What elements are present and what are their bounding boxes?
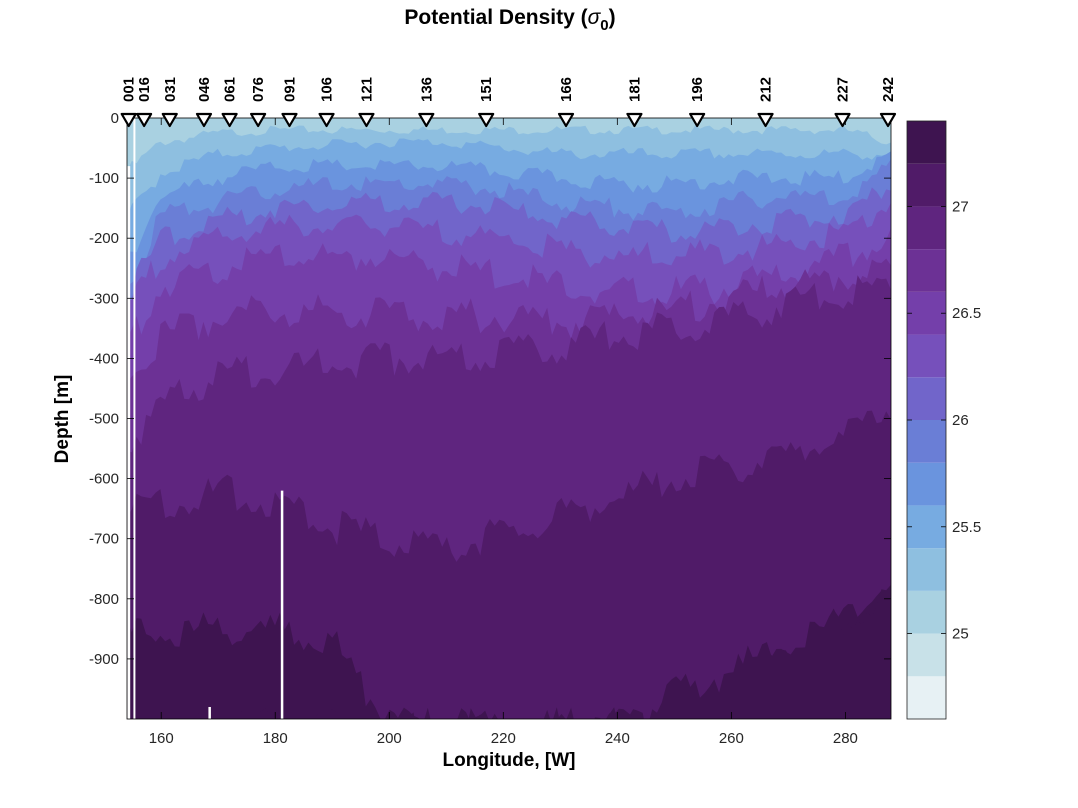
station-marker — [689, 112, 706, 128]
colorbar-segment — [907, 462, 946, 506]
station-marker — [250, 112, 267, 128]
y-tick-label: -200 — [89, 230, 119, 247]
station-label: 046 — [196, 77, 213, 102]
station-marker — [478, 112, 495, 128]
density-band-27-0 — [127, 410, 891, 719]
x-tick-label: 260 — [719, 730, 744, 747]
colorbar: 25 25.5 26 26.5 27 — [907, 121, 981, 719]
x-tick-label: 280 — [833, 730, 858, 747]
station-label: 181 — [626, 77, 643, 102]
density-contour-fill — [127, 118, 891, 719]
chart-title-suffix: ) — [609, 6, 616, 29]
colorbar-tick-label: 26.5 — [952, 305, 981, 322]
station-marker — [834, 112, 851, 128]
station-marker — [358, 112, 375, 128]
colorbar-tick-label: 25 — [952, 626, 969, 643]
x-tick-label: 180 — [263, 730, 288, 747]
density-band-27-2 — [127, 590, 891, 719]
x-axis: 160 180 200 220 240 260 280 — [149, 118, 858, 747]
y-axis-title: Depth [m] — [52, 375, 73, 464]
station-label: 212 — [758, 77, 775, 102]
station-label: 121 — [358, 77, 375, 102]
y-tick-label: -300 — [89, 290, 119, 307]
station-marker — [136, 112, 153, 128]
station-marker — [757, 112, 774, 128]
station-marker — [161, 112, 178, 128]
station-label: 091 — [281, 77, 298, 102]
station-marker — [281, 112, 298, 128]
colorbar-tick-label: 27 — [952, 198, 969, 215]
station-label: 001 — [121, 77, 138, 102]
colorbar-segment — [907, 334, 946, 378]
chart-title: Potential Density (σ0) — [404, 6, 615, 34]
density-band-27-3 — [127, 584, 891, 719]
colorbar-segment — [907, 590, 946, 634]
station-label: 076 — [250, 77, 267, 102]
chart-title-text: Potential Density ( — [404, 6, 587, 29]
colorbar-segment — [907, 676, 946, 719]
missing-data-lines — [127, 118, 284, 719]
x-axis-title: Longitude, [W] — [443, 750, 576, 771]
station-label: 031 — [162, 77, 179, 102]
colorbar-segment — [907, 249, 946, 292]
colorbar-tick-label: 25.5 — [952, 519, 981, 536]
x-tick-label: 220 — [491, 730, 516, 747]
station-label: 166 — [558, 77, 575, 102]
colorbar-segment — [907, 163, 946, 207]
colorbar-segment — [907, 291, 946, 335]
station-label: 136 — [418, 77, 435, 102]
station-label: 061 — [222, 77, 239, 102]
station-label: 151 — [478, 77, 495, 102]
colorbar-segment — [907, 206, 946, 250]
y-tick-label: -600 — [89, 471, 119, 488]
y-tick-label: -700 — [89, 531, 119, 548]
station-marker — [318, 112, 335, 128]
station-marker — [195, 112, 213, 128]
station-label: 227 — [835, 77, 852, 102]
x-tick-label: 200 — [377, 730, 402, 747]
colorbar-segment — [907, 548, 946, 591]
y-tick-label: -500 — [89, 411, 119, 428]
station-marker — [120, 112, 137, 128]
colorbar-segment — [907, 121, 946, 164]
station-marker — [557, 112, 575, 128]
x-tick-label: 160 — [149, 730, 174, 747]
y-axis: 0 -100 -200 -300 -400 -500 -600 -700 -800 -900 — [89, 110, 891, 668]
chart-title-symbol: σ — [588, 6, 602, 29]
colorbar-tick-label: 26 — [952, 412, 969, 429]
station-label: 106 — [319, 77, 336, 102]
colorbar-frame — [906, 120, 947, 720]
station-label: 242 — [880, 77, 897, 102]
colorbar-segment — [907, 633, 946, 677]
station-marker — [879, 112, 897, 128]
colorbar-segment — [907, 377, 946, 420]
station-label: 016 — [136, 77, 153, 102]
station-marker — [221, 112, 238, 128]
chart-title-subscript: 0 — [600, 17, 608, 34]
y-tick-label: -400 — [89, 350, 119, 367]
station-marker — [418, 112, 435, 128]
colorbar-segment — [907, 420, 946, 463]
y-tick-label: -100 — [89, 170, 119, 187]
x-tick-label: 240 — [605, 730, 630, 747]
y-tick-label: -900 — [89, 651, 119, 668]
station-marker — [626, 112, 643, 128]
y-tick-label: -800 — [89, 591, 119, 608]
station-label: 196 — [689, 77, 706, 102]
colorbar-segment — [907, 505, 946, 549]
y-tick-label: 0 — [111, 110, 119, 127]
